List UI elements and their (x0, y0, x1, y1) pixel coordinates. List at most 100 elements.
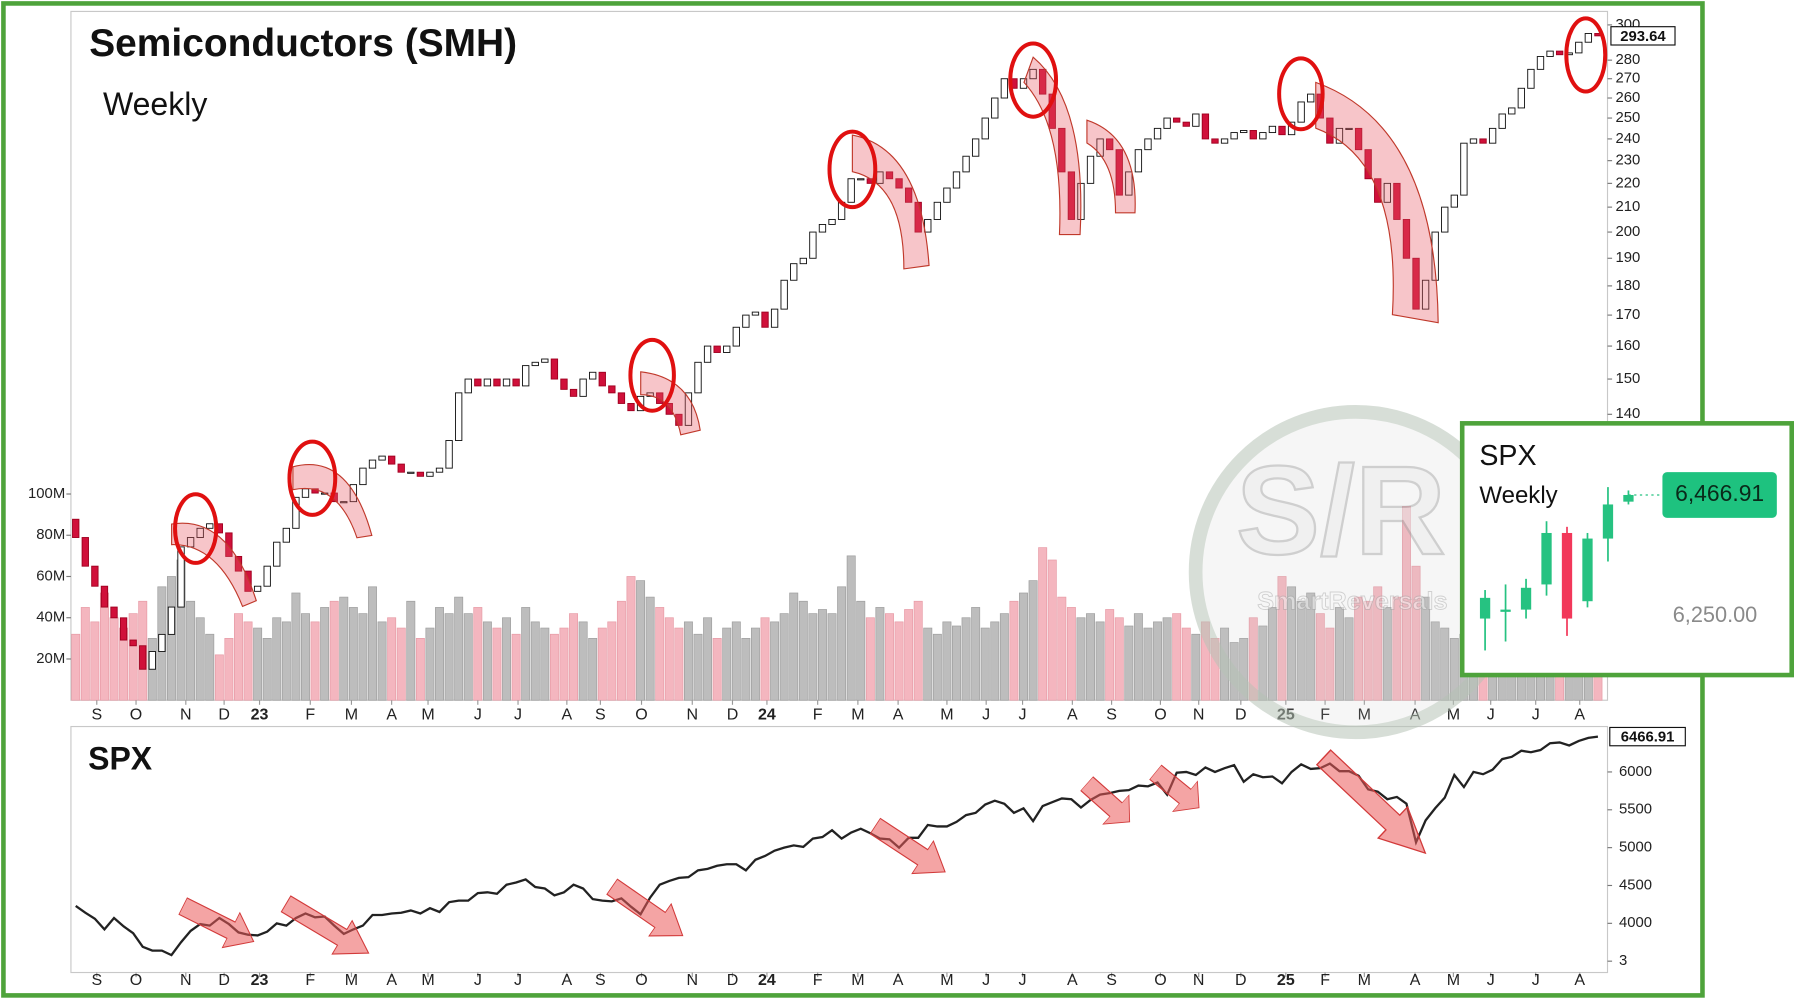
candle-body (119, 617, 128, 641)
x-tick-label: M (940, 972, 953, 989)
volume-bar (1401, 506, 1411, 701)
candle-body (139, 645, 147, 670)
watermark-text: SmartReversals (1257, 588, 1447, 616)
candle-body (1029, 68, 1037, 80)
x-tick-label: A (386, 706, 397, 723)
candle-body (301, 488, 310, 498)
y-tick-label: 220 (1616, 175, 1641, 191)
volume-bar (971, 607, 981, 701)
x-tick-label: 24 (758, 706, 776, 723)
circle (1277, 56, 1325, 132)
plot-layer: 20M 40M 60M 80M 100M 140 150 160 170 180 190 200 210… (28, 17, 1686, 989)
candle-body (1048, 93, 1056, 129)
candle-body (244, 570, 252, 592)
volume-bar (492, 627, 502, 701)
candle-body (1039, 68, 1047, 95)
volume-bar (1325, 627, 1335, 701)
x-tick-label: F (1320, 706, 1330, 723)
x-tick-label: J (1019, 972, 1027, 989)
candle-body (818, 224, 827, 233)
x-tick-label: A (1574, 972, 1585, 989)
x-tick-label: N (180, 706, 192, 723)
x-tick-label: A (893, 972, 904, 989)
x-tick-label: D (727, 972, 739, 989)
x-tick-label: J (1487, 972, 1495, 989)
candle-body (196, 527, 204, 538)
volume-bar (808, 613, 818, 701)
circle (287, 439, 338, 517)
volume-bar (770, 621, 780, 701)
candle-body (1541, 532, 1552, 585)
candle-body (1268, 125, 1277, 134)
x-tick-label: S (595, 706, 606, 723)
y-tick-label: 180 (1616, 278, 1641, 294)
candle-body (809, 231, 817, 259)
candle-body (522, 365, 530, 387)
x-tick-label: M (1447, 972, 1460, 989)
volume-bar (741, 638, 751, 701)
candle-body (225, 532, 233, 557)
candle-body (263, 565, 271, 587)
candle-body (1520, 587, 1532, 610)
candle-body (598, 371, 606, 387)
volume-bar (789, 592, 799, 701)
volume-bar (683, 621, 693, 701)
volume-bar (339, 596, 349, 701)
candle-body (1582, 538, 1593, 602)
volume-bar (243, 621, 253, 701)
candle-body (474, 378, 482, 387)
volume-bar (1105, 609, 1115, 701)
candle-body (81, 537, 89, 567)
candle-body (627, 403, 635, 412)
volume-bar (291, 592, 301, 701)
candle-body (895, 178, 903, 189)
x-tick-label: O (635, 706, 647, 723)
volume-bar (214, 654, 224, 701)
volume-bar (664, 617, 674, 701)
candle-body (1278, 125, 1286, 136)
volume-bar (406, 600, 416, 701)
candle-body (1163, 117, 1171, 129)
candle-body (1326, 117, 1334, 144)
candle-body (1335, 127, 1344, 144)
volume-bar (837, 586, 847, 701)
volume-bar (415, 638, 425, 701)
inset: SPX Weekly 6,250.00 6,466.91 (1459, 421, 1794, 678)
candle-body (1393, 182, 1401, 220)
inset-frame (1459, 421, 1794, 678)
candle-body (1019, 78, 1028, 89)
x-tick-label: A (1574, 706, 1585, 723)
volume-bar (1086, 613, 1095, 701)
chart-title: Semiconductors (SMH) (89, 22, 517, 65)
circle (827, 129, 878, 210)
volume-bar (1344, 617, 1354, 701)
volume-bar (348, 607, 358, 701)
arc (171, 522, 257, 608)
x-tick-label: M (851, 706, 864, 723)
annotation-circles (173, 16, 1608, 565)
circle (1008, 41, 1059, 119)
volume-bar (377, 621, 387, 701)
watermark: S/R SmartReversals (1188, 405, 1523, 740)
x-tick-label: S (91, 706, 102, 723)
x-tick-label: O (1154, 972, 1166, 989)
volume-bar (281, 621, 291, 701)
y-tick-label: 260 (1616, 90, 1641, 106)
candle-body (1364, 149, 1372, 180)
spx-frame (70, 725, 1609, 974)
volume-bar (71, 633, 81, 701)
candle-body (703, 345, 712, 363)
volume-bar (894, 621, 904, 701)
candle-body (110, 606, 118, 619)
volume-bar (942, 621, 952, 701)
x-tick-label: M (940, 706, 953, 723)
y-tick-label: 5000 (1619, 840, 1652, 856)
x-tick-label: F (813, 972, 823, 989)
candle-body (1500, 609, 1511, 612)
candle-body (761, 311, 769, 328)
x-tick-label: J (982, 972, 990, 989)
x-tick-label: M (851, 972, 864, 989)
candle-body (340, 501, 348, 504)
